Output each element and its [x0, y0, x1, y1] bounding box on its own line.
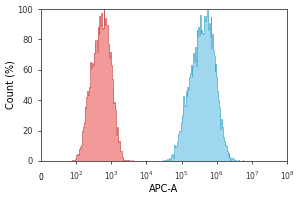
- X-axis label: APC-A: APC-A: [149, 184, 179, 194]
- Text: 0: 0: [39, 173, 44, 182]
- Y-axis label: Count (%): Count (%): [6, 61, 16, 109]
